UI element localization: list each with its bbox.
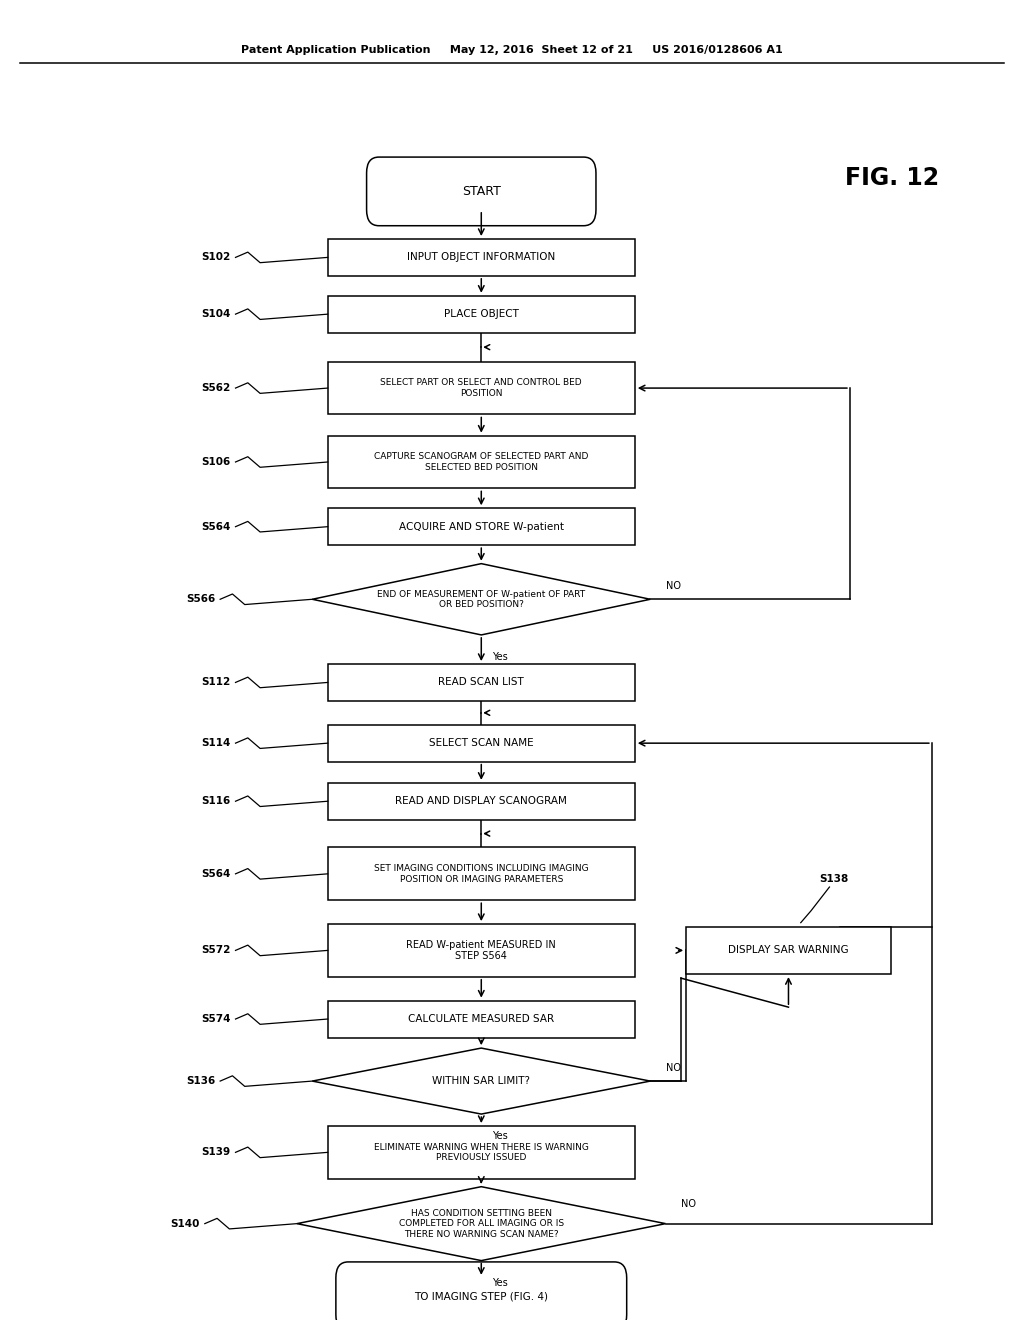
Text: S572: S572 xyxy=(201,945,230,956)
Bar xyxy=(328,296,635,333)
Text: S574: S574 xyxy=(201,1014,230,1024)
Text: DISPLAY SAR WARNING: DISPLAY SAR WARNING xyxy=(728,945,849,956)
FancyBboxPatch shape xyxy=(367,157,596,226)
Text: S112: S112 xyxy=(201,677,230,688)
Text: S102: S102 xyxy=(201,252,230,263)
Text: SET IMAGING CONDITIONS INCLUDING IMAGING
POSITION OR IMAGING PARAMETERS: SET IMAGING CONDITIONS INCLUDING IMAGING… xyxy=(374,865,589,883)
Text: READ SCAN LIST: READ SCAN LIST xyxy=(438,677,524,688)
Text: S114: S114 xyxy=(201,738,230,748)
Text: HAS CONDITION SETTING BEEN
COMPLETED FOR ALL IMAGING OR IS
THERE NO WARNING SCAN: HAS CONDITION SETTING BEEN COMPLETED FOR… xyxy=(398,1209,564,1238)
Text: S564: S564 xyxy=(201,869,230,879)
Polygon shape xyxy=(312,1048,650,1114)
Text: S104: S104 xyxy=(201,309,230,319)
Bar xyxy=(328,664,635,701)
Text: SELECT PART OR SELECT AND CONTROL BED
POSITION: SELECT PART OR SELECT AND CONTROL BED PO… xyxy=(381,379,582,397)
Text: PLACE OBJECT: PLACE OBJECT xyxy=(443,309,519,319)
Text: NO: NO xyxy=(666,1063,681,1073)
Text: S564: S564 xyxy=(201,521,230,532)
Text: INPUT OBJECT INFORMATION: INPUT OBJECT INFORMATION xyxy=(408,252,555,263)
Text: ACQUIRE AND STORE W-patient: ACQUIRE AND STORE W-patient xyxy=(398,521,564,532)
Text: S140: S140 xyxy=(170,1218,200,1229)
Text: S566: S566 xyxy=(185,594,215,605)
Bar xyxy=(328,783,635,820)
Bar xyxy=(328,239,635,276)
Text: Patent Application Publication     May 12, 2016  Sheet 12 of 21     US 2016/0128: Patent Application Publication May 12, 2… xyxy=(241,45,783,55)
Text: READ W-patient MEASURED IN
STEP S564: READ W-patient MEASURED IN STEP S564 xyxy=(407,940,556,961)
Text: S138: S138 xyxy=(819,874,849,884)
Text: S106: S106 xyxy=(201,457,230,467)
Bar xyxy=(328,725,635,762)
Text: FIG. 12: FIG. 12 xyxy=(845,166,939,190)
FancyBboxPatch shape xyxy=(336,1262,627,1320)
Text: S562: S562 xyxy=(201,383,230,393)
Bar xyxy=(328,436,635,488)
Text: S116: S116 xyxy=(201,796,230,807)
Bar xyxy=(328,847,635,900)
Polygon shape xyxy=(297,1187,666,1261)
Text: CALCULATE MEASURED SAR: CALCULATE MEASURED SAR xyxy=(409,1014,554,1024)
Text: WITHIN SAR LIMIT?: WITHIN SAR LIMIT? xyxy=(432,1076,530,1086)
Bar xyxy=(328,924,635,977)
Bar xyxy=(328,1126,635,1179)
Text: READ AND DISPLAY SCANOGRAM: READ AND DISPLAY SCANOGRAM xyxy=(395,796,567,807)
Text: END OF MEASUREMENT OF W-patient OF PART
OR BED POSITION?: END OF MEASUREMENT OF W-patient OF PART … xyxy=(377,590,586,609)
Text: Yes: Yes xyxy=(492,1131,507,1142)
Text: START: START xyxy=(462,185,501,198)
Bar xyxy=(686,927,891,974)
Text: ELIMINATE WARNING WHEN THERE IS WARNING
PREVIOUSLY ISSUED: ELIMINATE WARNING WHEN THERE IS WARNING … xyxy=(374,1143,589,1162)
Bar xyxy=(328,362,635,414)
Text: CAPTURE SCANOGRAM OF SELECTED PART AND
SELECTED BED POSITION: CAPTURE SCANOGRAM OF SELECTED PART AND S… xyxy=(374,453,589,471)
Text: NO: NO xyxy=(681,1199,696,1209)
Text: Yes: Yes xyxy=(492,652,507,663)
Text: Yes: Yes xyxy=(492,1278,507,1288)
Text: S139: S139 xyxy=(202,1147,230,1158)
Text: S136: S136 xyxy=(185,1076,215,1086)
Text: SELECT SCAN NAME: SELECT SCAN NAME xyxy=(429,738,534,748)
Text: TO IMAGING STEP (FIG. 4): TO IMAGING STEP (FIG. 4) xyxy=(415,1291,548,1302)
Polygon shape xyxy=(312,564,650,635)
Text: NO: NO xyxy=(666,581,681,591)
Bar xyxy=(328,1001,635,1038)
Bar xyxy=(328,508,635,545)
